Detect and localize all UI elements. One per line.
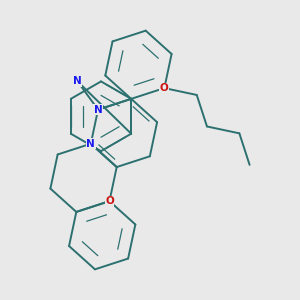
Text: O: O xyxy=(160,83,169,93)
Text: N: N xyxy=(94,105,102,115)
Text: N: N xyxy=(86,139,95,149)
Text: O: O xyxy=(105,196,114,206)
Text: N: N xyxy=(73,76,82,86)
